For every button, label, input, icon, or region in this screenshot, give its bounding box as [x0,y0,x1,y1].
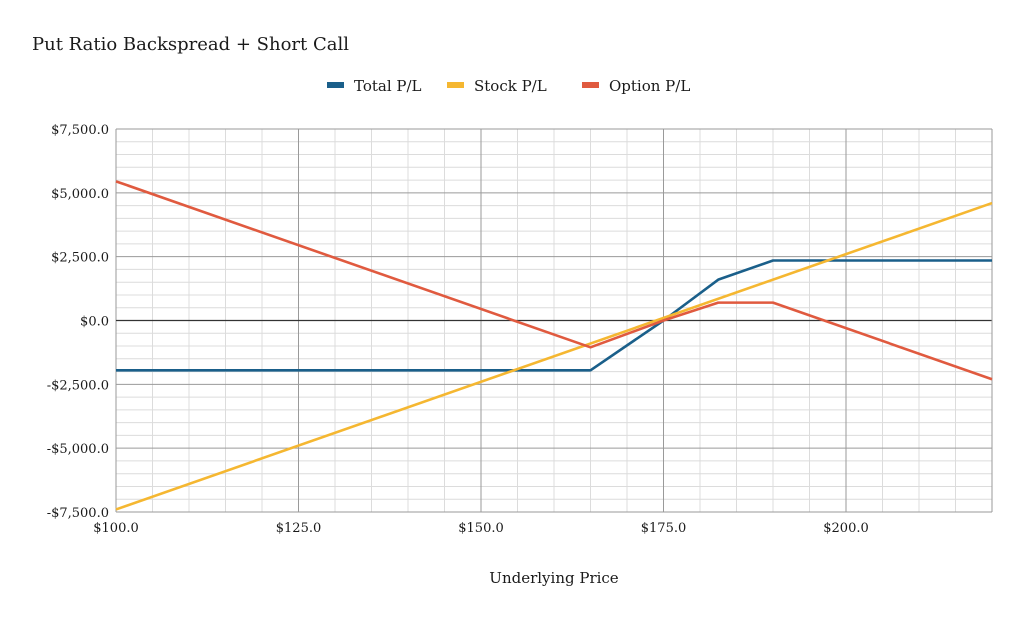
series-layer [115,180,993,511]
legend-label-option-p-l: Option P/L [609,77,690,95]
x-tick-label: $125.0 [276,521,322,536]
y-tick-label: -$5,000.0 [47,442,109,457]
legend: Total P/L Stock P/L Option P/L [327,77,690,95]
x-tick-label: $150.0 [458,521,504,536]
y-tick-label: $0.0 [80,315,109,330]
x-tick-label: $200.0 [823,521,869,536]
legend-swatch-option-p-l [582,82,599,88]
y-tick-label: $5,000.0 [51,187,109,202]
chart-title: Put Ratio Backspread + Short Call [32,34,349,55]
y-tick-label: -$7,500.0 [47,506,109,521]
y-tick-label: -$2,500.0 [47,378,109,393]
legend-label-stock-p-l: Stock P/L [474,77,547,95]
y-tick-label: $2,500.0 [51,251,109,266]
x-tick-label: $175.0 [641,521,687,536]
legend-swatch-stock-p-l [447,82,464,88]
series-line-option-p-l [115,180,993,381]
series-line-stock-p-l [115,201,993,511]
legend-swatch-total-p-l [327,82,344,88]
major-grid [115,128,993,513]
y-tick-label: $7,500.0 [51,123,109,138]
y-axis-ticks: $7,500.0 $5,000.0 $2,500.0 $0.0 -$2,500.0 -$5… [47,123,109,521]
x-tick-label: $100.0 [93,521,139,536]
x-axis-ticks: $100.0 $125.0 $150.0 $175.0 $200.0 [93,521,869,536]
legend-label-total-p-l: Total P/L [354,77,422,95]
x-axis-label: Underlying Price [489,569,619,587]
